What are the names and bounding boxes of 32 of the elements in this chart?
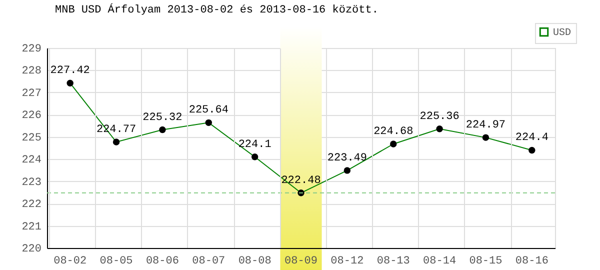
data-label: 224.68	[374, 126, 414, 138]
y-tick-label: 224	[22, 154, 42, 167]
x-tick-label: 08-08	[238, 256, 272, 268]
data-label: 224.97	[466, 120, 506, 132]
data-label: 225.36	[420, 110, 460, 123]
x-tick-label: 08-12	[330, 256, 364, 268]
y-tick-label: 225	[22, 132, 42, 144]
y-tick-label: 223	[22, 176, 42, 189]
data-label: 224.1	[238, 138, 272, 151]
y-tick-label: 226	[22, 110, 42, 122]
x-tick-label: 08-07	[192, 256, 226, 268]
x-tick-label: 08-16	[515, 256, 548, 268]
y-tick-label: 229	[22, 44, 42, 56]
y-tick-label: 227	[22, 88, 42, 100]
data-label: 223.49	[327, 152, 367, 164]
y-tick-label: 222	[22, 199, 42, 212]
y-tick-label: 221	[22, 221, 42, 234]
data-label: 224.4	[515, 132, 549, 144]
y-tick-label: 228	[22, 66, 42, 78]
x-tick-label: 08-05	[100, 256, 133, 268]
data-label: 225.32	[142, 112, 182, 124]
x-tick-label: 08-13	[376, 256, 410, 268]
data-label: 227.42	[50, 65, 90, 78]
chart-title: MNB USD Árfolyam 2013-08-02 és 2013-08-16 között.	[55, 2, 378, 16]
x-tick-label: 08-06	[146, 256, 179, 268]
data-label: 225.64	[188, 104, 229, 117]
y-tick-label: 220	[22, 244, 42, 256]
legend-label: USD	[553, 28, 572, 39]
x-tick-label: 08-15	[469, 256, 502, 268]
x-tick-label: 08-09	[284, 256, 318, 268]
x-tick-label: 08-02	[54, 256, 87, 268]
x-tick-label: 08-14	[423, 256, 456, 268]
